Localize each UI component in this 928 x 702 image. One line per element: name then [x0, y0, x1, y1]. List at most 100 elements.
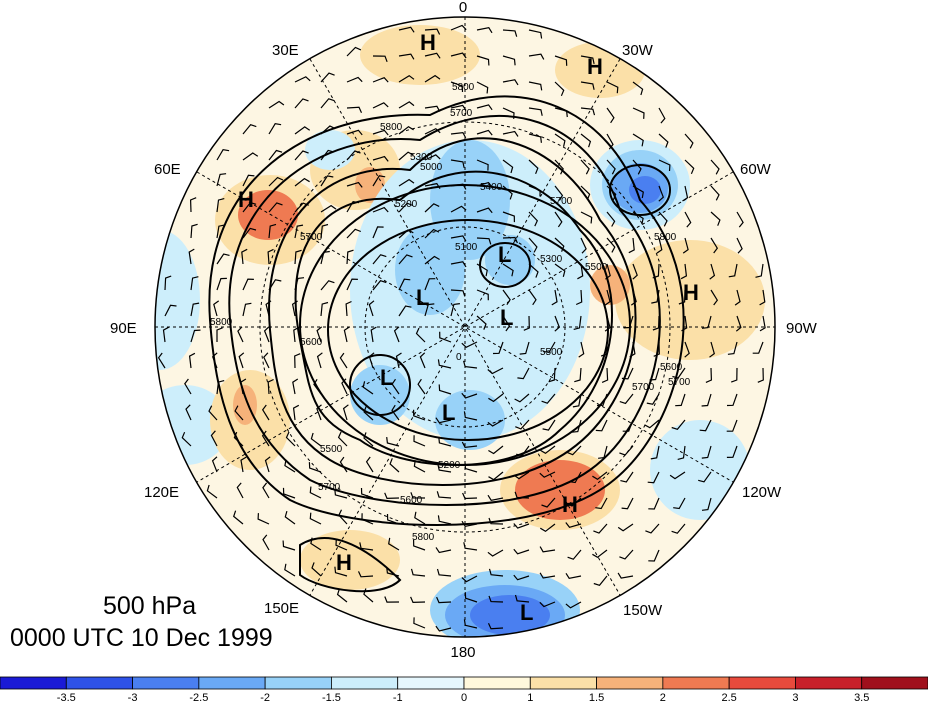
wind-barb: [502, 79, 519, 86]
wind-barb: [368, 300, 375, 317]
wind-barb: [372, 226, 384, 239]
wind-barb: [671, 419, 686, 430]
wind-barb: [541, 393, 556, 404]
wind-barb: [372, 155, 389, 162]
contour-label: 5600: [660, 362, 683, 373]
wind-barb: [502, 263, 514, 277]
wind-barb: [384, 492, 400, 500]
wind-barb: [263, 326, 270, 343]
contour-label: 5500: [320, 444, 343, 455]
wind-barb: [580, 55, 595, 65]
wind-barb: [502, 289, 511, 306]
colorbar-box: [397, 676, 465, 690]
low-center: L: [520, 600, 533, 625]
wind-barb: [284, 510, 296, 525]
wind-barb: [450, 81, 464, 93]
wind-barb: [398, 254, 413, 265]
wind-barb: [268, 149, 283, 161]
wind-barb: [539, 471, 556, 478]
wind-barb: [515, 419, 530, 430]
colorbar-box: [529, 676, 597, 690]
wind-barb: [320, 72, 335, 83]
wind-barb: [595, 497, 608, 510]
wind-barb: [759, 289, 766, 306]
contour-label: 5700: [668, 377, 691, 388]
wind-barb: [384, 596, 400, 603]
wind-barb: [398, 53, 415, 60]
wind-barb: [619, 393, 634, 405]
wind-barb: [316, 352, 323, 369]
wind-barb: [389, 458, 400, 473]
wind-barb: [294, 177, 310, 187]
wind-barb: [701, 315, 712, 329]
wind-barb: [673, 497, 686, 510]
wind-barb: [398, 151, 414, 161]
wind-barb: [658, 211, 668, 227]
wind-barb: [450, 24, 467, 31]
wind-barb: [424, 278, 436, 291]
wind-barb: [488, 445, 504, 455]
wind-barb: [282, 540, 296, 551]
wind-barb: [539, 546, 556, 553]
wind-barb: [320, 204, 337, 213]
wind-barb: [216, 173, 227, 187]
wind-barb: [346, 228, 362, 239]
wind-barb: [346, 76, 363, 83]
wind-barb: [309, 512, 322, 525]
wind-barb: [398, 202, 414, 213]
colorbar-tick-label: 2: [660, 692, 666, 702]
wind-barb: [513, 574, 530, 581]
wind-barb: [242, 123, 257, 135]
wind-barb: [424, 74, 441, 83]
wind-barb: [604, 289, 611, 306]
wind-barb: [188, 248, 195, 265]
wind-barb: [461, 441, 478, 448]
wind-barb: [236, 482, 244, 499]
wind-barb: [710, 185, 720, 201]
wind-barb: [424, 52, 441, 59]
wind-barb: [541, 497, 556, 508]
wind-barb: [705, 367, 713, 383]
wind-barb: [492, 341, 504, 355]
wind-barb: [701, 393, 712, 407]
wind-barb: [342, 404, 349, 421]
wind-barb: [346, 249, 354, 265]
wind-barb: [336, 588, 348, 603]
wind-barb: [502, 211, 515, 223]
wind-barb: [362, 381, 374, 395]
wind-barb: [213, 300, 220, 317]
wind-barb: [680, 263, 688, 280]
wind-barb: [528, 289, 537, 306]
wind-barb: [372, 175, 386, 187]
wind-barb: [294, 150, 309, 161]
wind-barb: [268, 123, 282, 135]
wind-barb: [463, 542, 478, 551]
colorbar-box: [596, 676, 664, 690]
wind-barb: [554, 81, 565, 97]
wind-barb: [755, 263, 764, 278]
colorbar-tick-labels: -3.5 -3 -2.5 -2 -1.5 -1 0 1 1.5 2 2.5 3 3.5: [57, 692, 870, 702]
wind-barb: [316, 326, 323, 343]
wind-barb: [372, 76, 389, 83]
wind-barb: [419, 352, 426, 369]
wind-barb: [372, 102, 389, 109]
wind-barb: [210, 430, 218, 447]
wind-barb: [242, 302, 252, 317]
wind-barb: [242, 227, 257, 239]
wind-barb: [565, 601, 582, 609]
colorbar-box: [132, 676, 200, 690]
contour-label: 5700: [318, 482, 341, 493]
wind-barb: [578, 341, 585, 358]
contour-label: 5700: [450, 108, 473, 119]
wind-barb: [424, 203, 440, 213]
wind-barb: [334, 488, 348, 499]
wind-barb: [621, 497, 634, 510]
wind-barb: [710, 237, 719, 254]
wind-barb: [294, 76, 311, 83]
colorbar-tick-label: 1.5: [589, 692, 604, 702]
wind-barb: [424, 228, 440, 239]
wind-barb: [752, 341, 764, 354]
colorbar-box: [662, 676, 730, 690]
wind-barb: [413, 460, 426, 473]
lon-label: 180: [450, 644, 475, 661]
